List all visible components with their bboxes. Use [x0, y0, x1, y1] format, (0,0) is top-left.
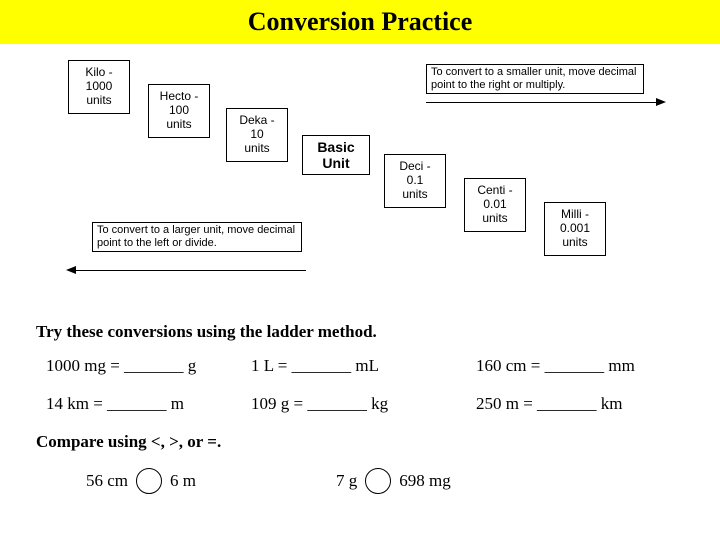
box-units: units	[562, 236, 587, 250]
problem-2c: 250 m = _______ km	[476, 394, 676, 414]
problem-row-1: 1000 mg = _______ g 1 L = _______ mL 160…	[36, 356, 684, 376]
box-kilo: Kilo - 1000 units	[68, 60, 130, 114]
problem-1c: 160 cm = _______ mm	[476, 356, 676, 376]
box-value: 0.01	[483, 198, 506, 212]
box-value: 10	[250, 128, 263, 142]
page-title: Conversion Practice	[248, 7, 473, 37]
box-deka: Deka - 10 units	[226, 108, 288, 162]
problem-row-2: 14 km = _______ m 109 g = _______ kg 250…	[36, 394, 684, 414]
title-bar: Conversion Practice	[0, 0, 720, 44]
note-larger-unit: To convert to a larger unit, move decima…	[92, 222, 302, 252]
box-units: units	[166, 118, 191, 132]
compare-circle-icon	[136, 468, 162, 494]
compare-right: 6 m	[170, 471, 196, 491]
box-label: Centi -	[477, 184, 512, 198]
arrow-left-icon	[66, 266, 76, 274]
box-units: units	[86, 94, 111, 108]
box-label: Kilo -	[85, 66, 112, 80]
arrow-right-icon	[656, 98, 666, 106]
box-hecto: Hecto - 100 units	[148, 84, 210, 138]
problem-1a: 1000 mg = _______ g	[36, 356, 251, 376]
box-label: Hecto -	[160, 90, 199, 104]
box-milli: Milli - 0.001 units	[544, 202, 606, 256]
box-value: 0.1	[407, 174, 424, 188]
box-label: Basic	[317, 139, 354, 155]
box-units: units	[402, 188, 427, 202]
box-value: 0.001	[560, 222, 590, 236]
box-value: 1000	[86, 80, 113, 94]
compare-item-1: 56 cm 6 m	[86, 468, 196, 494]
compare-left: 56 cm	[86, 471, 128, 491]
compare-item-2: 7 g 698 mg	[336, 468, 451, 494]
compare-row: 56 cm 6 m 7 g 698 mg	[36, 468, 684, 494]
compare-left: 7 g	[336, 471, 357, 491]
box-basic: Basic Unit	[302, 135, 370, 175]
arrow-right-line	[426, 102, 656, 103]
note-smaller-unit: To convert to a smaller unit, move decim…	[426, 64, 644, 94]
box-label: Deci -	[399, 160, 430, 174]
box-label: Deka -	[239, 114, 274, 128]
box-deci: Deci - 0.1 units	[384, 154, 446, 208]
box-value: 100	[169, 104, 189, 118]
arrow-left-line	[76, 270, 306, 271]
instructions-convert: Try these conversions using the ladder m…	[36, 322, 684, 342]
ladder-diagram: Kilo - 1000 units Hecto - 100 units Deka…	[20, 52, 700, 312]
compare-right: 698 mg	[399, 471, 450, 491]
problem-2b: 109 g = _______ kg	[251, 394, 476, 414]
instructions-compare: Compare using <, >, or =.	[36, 432, 684, 452]
problems-section: Try these conversions using the ladder m…	[36, 322, 684, 494]
problem-1b: 1 L = _______ mL	[251, 356, 476, 376]
box-label: Milli -	[561, 208, 589, 222]
box-centi: Centi - 0.01 units	[464, 178, 526, 232]
problem-2a: 14 km = _______ m	[36, 394, 251, 414]
box-units: units	[482, 212, 507, 226]
box-label2: Unit	[322, 155, 349, 171]
compare-circle-icon	[365, 468, 391, 494]
box-units: units	[244, 142, 269, 156]
